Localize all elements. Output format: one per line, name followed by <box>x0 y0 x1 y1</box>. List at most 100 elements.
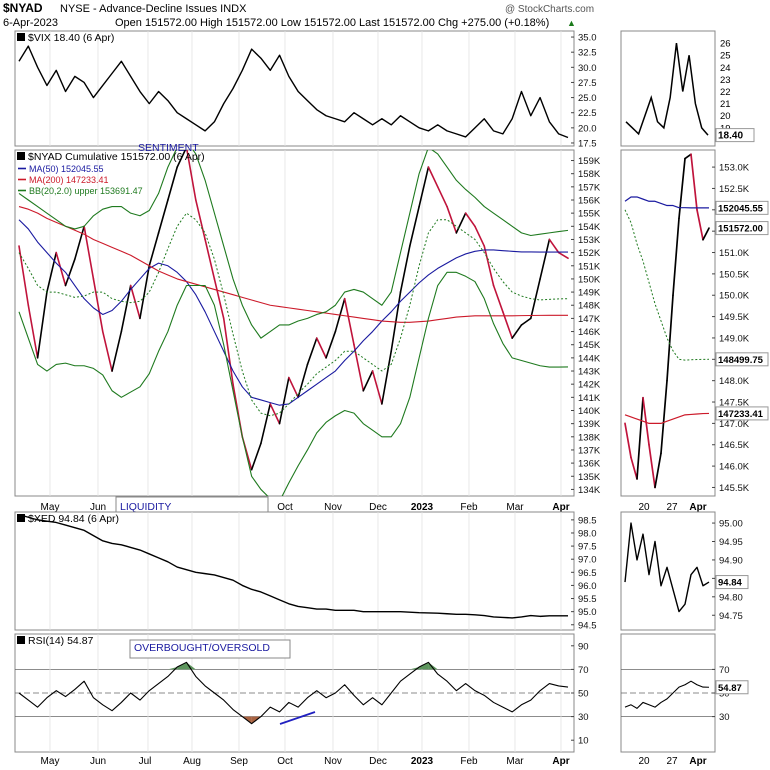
xed-panel-tick-label: 98.5 <box>578 515 597 526</box>
nyad-zoom-panel-price-segment <box>648 443 656 489</box>
vix-zoom-tick-label: 20 <box>720 111 731 122</box>
nyad-zoom-panel-value-label: 151572.00 <box>718 224 763 235</box>
nyad-panel-price-segment <box>492 284 504 313</box>
nyad-zoom-panel-price-segment <box>654 452 662 489</box>
nyad-zoom-panel-value-label: 148499.75 <box>718 355 764 366</box>
xed-panel-tick-label: 96.0 <box>578 581 597 592</box>
nyad-zoom-panel-series-line <box>624 412 710 424</box>
main-axis-month-label: May <box>41 502 60 513</box>
xed-zoom-panel-tick-label: 95.00 <box>719 519 743 530</box>
nyad-zoom-panel-tick-label: 147.0K <box>719 419 750 430</box>
header-date: 6-Apr-2023 <box>3 17 58 29</box>
nyad-zoom-panel-price-segment <box>696 208 704 241</box>
xed-zoom-panel-value-label: 94.84 <box>718 578 742 589</box>
axis-months-main: MayJunJulAugSepOctNovDec2023FebMarAprLIQ… <box>41 496 570 517</box>
bottom-axis-month-label: Dec <box>369 756 387 767</box>
bottom-side-axis-month-label: Apr <box>689 756 706 767</box>
nyad-panel-price-segment <box>101 330 113 372</box>
xed-panel-frame <box>14 511 575 631</box>
nyad-zoom-panel-price-segment <box>678 157 686 220</box>
header-symbol: $NYAD <box>3 1 43 15</box>
vix-panel-tick-label: 35.0 <box>578 33 597 44</box>
nyad-zoom-panel-value-label-box <box>715 221 769 236</box>
xed-zoom-panel-tick-label: 94.75 <box>719 611 743 622</box>
nyad-panel-price-segment <box>92 278 104 333</box>
rsi-divergence-line <box>279 711 316 725</box>
xed-panel-tick-label: 97.5 <box>578 542 597 553</box>
rsi-panel-tick-label: 10 <box>578 736 589 747</box>
nyad-panel-tick-label: 151K <box>578 261 601 272</box>
xed-zoom-panel-value-label-box <box>715 575 749 590</box>
rsi-panel-tick-label: 50 <box>578 689 589 700</box>
nyad-panel-price-segment <box>409 205 420 247</box>
nyad-zoom-panel-price-segment <box>630 456 638 480</box>
nyad-zoom-panel-tick-label: 148.0K <box>719 376 750 387</box>
nyad-panel-price-segment <box>167 166 178 201</box>
nyad-zoom-panel-price-segment <box>642 396 650 446</box>
bottom-axis-month-label: Nov <box>324 756 342 767</box>
nyad-panel-price-segment <box>539 238 551 280</box>
vix-zoom-value-box <box>715 128 755 143</box>
nyad-zoom-panel-value-label-box <box>715 200 769 215</box>
rsi-panel-annotation-box <box>129 639 291 659</box>
nyad-panel-tick-label: 141K <box>578 393 601 404</box>
nyad-panel-price-segment <box>64 258 76 287</box>
bottom-axis-month-label: Sep <box>230 756 248 767</box>
bottom-axis-month-label: Mar <box>506 756 524 767</box>
nyad-panel-price-segment <box>446 205 458 234</box>
vix-panel-tick-label: 32.5 <box>578 48 597 59</box>
nyad-zoom-panel-value-label-box <box>715 352 769 367</box>
nyad-panel-price-segment <box>269 403 281 425</box>
nyad-panel-price-segment <box>260 403 272 445</box>
xed-panel-tick-label: 98.0 <box>578 528 597 539</box>
bottom-axis-month-label: May <box>41 756 60 767</box>
nyad-panel-series-line <box>18 206 568 323</box>
vix-panel-tick-label: 27.5 <box>578 78 597 89</box>
nyad-zoom-panel-frame <box>620 149 716 497</box>
nyad-zoom-panel-tick-label: 145.5K <box>719 483 750 494</box>
header-watermark: @ StockCharts.com <box>505 4 594 15</box>
vix-zoom-tick-label: 26 <box>720 39 731 50</box>
nyad-panel-price-segment <box>306 337 318 366</box>
vix-panel-title: $VIX 18.40 (6 Apr) <box>28 32 114 44</box>
nyad-panel-tick-label: 154K <box>578 222 601 233</box>
nyad-panel-price-segment <box>548 238 560 254</box>
header-quote-arrow: ▲ <box>567 18 576 28</box>
nyad-zoom-panel-tick-label: 151.0K <box>719 248 750 259</box>
xed-panel-title: $XED 94.84 (6 Apr) <box>28 513 119 525</box>
nyad-panel-series-line <box>18 219 568 406</box>
nyad-zoom-panel-tick-label: 152.5K <box>719 184 750 195</box>
vix-zoom-tick-label: 25 <box>720 51 731 62</box>
main-axis-month-label: 2023 <box>411 502 434 513</box>
nyad-zoom-panel-price-segment <box>684 153 692 160</box>
main-axis-month-label: Apr <box>552 502 569 513</box>
vix-zoom-line <box>625 43 709 136</box>
nyad-panel-price-segment <box>213 278 225 320</box>
nyad-panel-price-segment <box>399 245 411 293</box>
rsi-zoom-panel-series-group <box>624 680 710 709</box>
nyad-panel-price-segment <box>250 442 262 471</box>
rsi-panel-extreme-fill <box>428 662 438 670</box>
nyad-panel-price-segment <box>36 291 48 359</box>
nyad-zoom-panel-value-label: 147233.41 <box>718 409 764 420</box>
side-axis-month-label: 20 <box>638 502 650 513</box>
nyad-panel-series-line <box>18 212 569 417</box>
nyad-zoom-panel-tick-label: 150.0K <box>719 291 750 302</box>
panel-nyad: 159K 158K 157K 156K 155K 154K 153K 152K 151K 150K… <box>14 142 601 497</box>
panel-nyad-zoom: 153.0K152.5K152.0K151.5K151.0K150.5K150.… <box>620 149 769 497</box>
nyad-panel-price-segment <box>278 376 290 425</box>
nyad-panel-tick-label: 137K <box>578 445 601 456</box>
nyad-zoom-panel-price-segment <box>636 396 644 480</box>
axis-months-side-bottom: 20 27 Apr <box>638 756 706 767</box>
vix-panel-series-group <box>18 45 569 139</box>
vix-panel-tick-label: 25.0 <box>578 93 597 104</box>
main-axis-month-label: Dec <box>369 502 387 513</box>
xed-panel-tick-label: 94.5 <box>578 620 597 631</box>
bottom-side-axis-month-label: 20 <box>638 756 650 767</box>
nyad-panel-tick-label: 142K <box>578 380 601 391</box>
nyad-panel-price-segment <box>204 238 216 280</box>
nyad-zoom-panel-price-segment <box>672 217 680 297</box>
rsi-panel-extreme-fill <box>186 662 196 670</box>
xed-panel-series-group <box>18 513 568 619</box>
